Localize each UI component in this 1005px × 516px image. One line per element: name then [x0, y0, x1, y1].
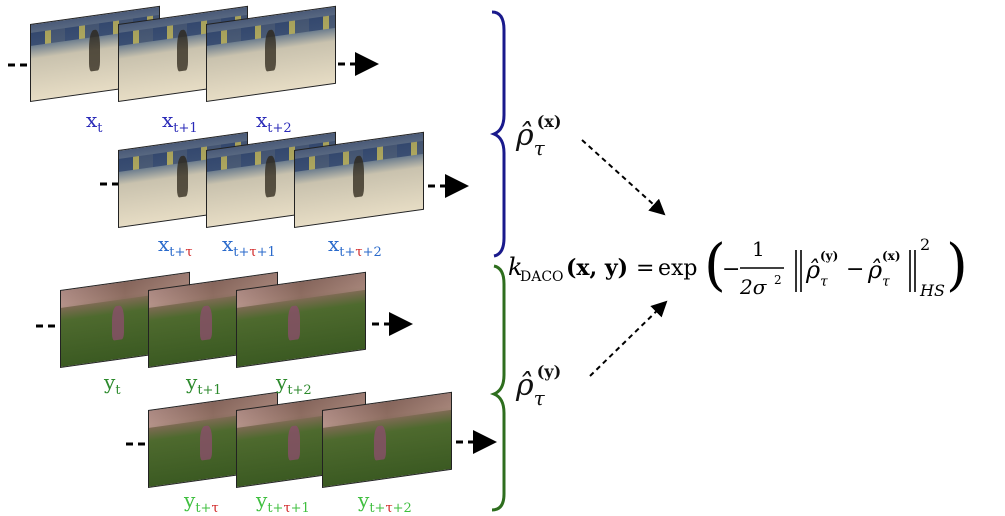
rho-x-sub: τ	[533, 136, 545, 160]
label-y-ttau1: yt+τ+1	[256, 488, 310, 516]
formula-rho-x: ρ̂	[867, 256, 882, 284]
subscript-part: +1	[256, 245, 276, 260]
formula-drawing: k DACO (x, y) = exp ( − 1 2σ 2 ρ̂ τ (y) …	[508, 233, 968, 300]
label-subscript: t	[97, 121, 102, 136]
label-base: y	[276, 370, 288, 394]
tau-symbol: τ	[355, 245, 363, 260]
label-base: y	[186, 370, 198, 394]
rho-x-sup: (x)	[536, 112, 562, 131]
label-y-ttau: yt+τ	[184, 488, 219, 516]
label-y-t: yt	[104, 370, 121, 398]
formula-k-sub: DACO	[520, 269, 564, 285]
label-x-t2: xt+2	[256, 108, 292, 136]
label-y-t1: yt+1	[186, 370, 222, 398]
rho-y-label: ρ̂τ (y)	[516, 362, 561, 410]
x-brace	[489, 10, 506, 258]
label-base: x	[86, 108, 98, 132]
label-x-t1: xt+1	[162, 108, 198, 136]
formula-eq: =	[636, 256, 654, 281]
formula-exp: exp	[658, 256, 698, 281]
rho-x-hat: ρ̂	[516, 118, 534, 153]
label-base: x	[328, 232, 340, 256]
label-subscript: t+2	[267, 121, 291, 136]
label-x-ttau2: xt+τ+2	[328, 232, 382, 260]
tau-symbol: τ	[211, 501, 219, 516]
label-subscript: t+τ	[169, 245, 192, 260]
label-subscript: t+1	[173, 121, 197, 136]
tau-symbol: τ	[249, 245, 257, 260]
subscript-part: +2	[362, 245, 382, 260]
label-subscript: t+τ	[195, 501, 218, 516]
rho-y-sup: (y)	[536, 362, 562, 381]
formula-norm-sub: HS	[919, 281, 945, 300]
subscript-part: t+2	[267, 121, 292, 136]
label-x-t: xt	[86, 108, 103, 136]
rho-x-label: ρ̂τ (x)	[516, 112, 561, 160]
subscript-part: t	[97, 121, 103, 136]
subscript-part: t+2	[287, 383, 312, 398]
formula-rho-y-sub: τ	[820, 274, 828, 290]
label-subscript: t+2	[287, 383, 311, 398]
label-base: y	[358, 488, 370, 512]
subscript-part: t	[115, 383, 121, 398]
daco-kernel-formula: k DACO (x, y) = exp ( − 1 2σ 2 ρ̂ τ (y) …	[506, 228, 1001, 308]
label-x-ttau1: xt+τ+1	[222, 232, 276, 260]
label-base: y	[256, 488, 268, 512]
formula-num: 1	[752, 237, 765, 261]
label-subscript: t+1	[197, 383, 221, 398]
formula-lparen: (	[704, 233, 726, 298]
formula-den: 2σ	[739, 275, 768, 299]
formula-rho-y: ρ̂	[805, 256, 820, 284]
formula-rho-x-sub: τ	[882, 274, 890, 290]
formula-rparen: )	[946, 233, 968, 298]
tau-symbol: τ	[283, 501, 291, 516]
rho-y-hat: ρ̂	[516, 368, 534, 403]
label-subscript: t	[115, 383, 120, 398]
rho-y-sub: τ	[533, 386, 545, 410]
label-base: x	[162, 108, 174, 132]
label-x-ttau: xt+τ	[158, 232, 193, 260]
label-base: y	[104, 370, 116, 394]
subscript-part: t+1	[173, 121, 198, 136]
formula-norm-sup: 2	[920, 235, 930, 254]
label-base: x	[222, 232, 234, 256]
label-base: y	[184, 488, 196, 512]
formula-inner-minus: −	[846, 257, 864, 282]
formula-rho-y-sup: (y)	[820, 249, 838, 263]
subscript-part: t+	[195, 501, 212, 516]
subscript-part: t+	[369, 501, 386, 516]
tau-symbol: τ	[185, 245, 193, 260]
subscript-part: +1	[290, 501, 310, 516]
label-subscript: t+τ+2	[339, 245, 382, 260]
rho-y-arrow	[589, 300, 668, 377]
label-subscript: t+τ+1	[267, 501, 310, 516]
subscript-part: t+	[339, 245, 356, 260]
subscript-part: t+1	[197, 383, 222, 398]
formula-den-sup: 2	[774, 273, 782, 287]
label-y-ttau2: yt+τ+2	[358, 488, 412, 516]
label-base: x	[158, 232, 170, 256]
label-base: x	[256, 108, 268, 132]
y-brace	[489, 264, 506, 512]
tau-symbol: τ	[385, 501, 393, 516]
formula-k: k	[508, 253, 523, 281]
subscript-part: t+	[267, 501, 284, 516]
label-subscript: t+τ+2	[369, 501, 412, 516]
subscript-part: t+	[169, 245, 186, 260]
label-y-t2: yt+2	[276, 370, 312, 398]
rho-x-arrow	[581, 139, 666, 216]
label-subscript: t+τ+1	[233, 245, 276, 260]
subscript-part: +2	[392, 501, 412, 516]
formula-args: (x, y)	[566, 255, 628, 281]
subscript-part: t+	[233, 245, 250, 260]
formula-rho-x-sup: (x)	[882, 249, 901, 263]
formula-minus: −	[722, 257, 740, 282]
